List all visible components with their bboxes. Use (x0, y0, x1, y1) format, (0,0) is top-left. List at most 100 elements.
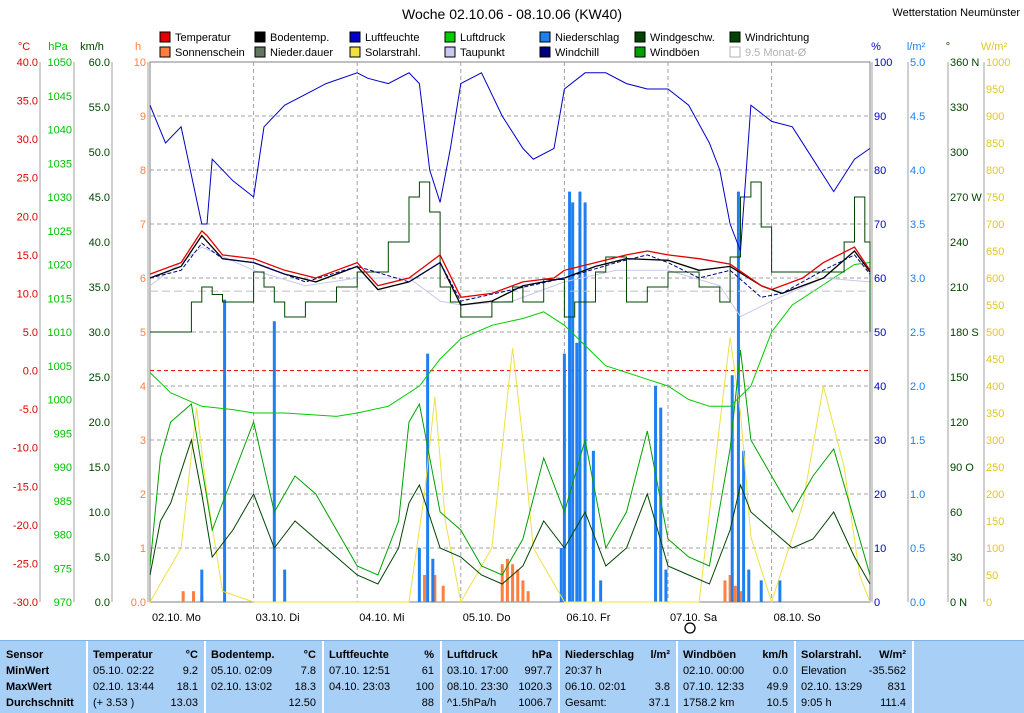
chart-title: Woche 02.10.06 - 08.10.06 (KW40) (402, 6, 622, 22)
axis-unit-wind: km/h (80, 41, 104, 53)
axis-tick-hours-0: 0.0 (131, 597, 146, 609)
axis-tick-rain-2: 1.0 (910, 489, 925, 501)
series-windgeschw- (149, 438, 871, 585)
bar-rain-19 (730, 375, 734, 602)
axis-tick-temp-4: -10.0 (13, 443, 38, 455)
chart-axes: °C-30.0-25.0-20.0-15.0-10.0-5.00.05.010.… (13, 41, 1011, 609)
legend-label-11: Windchill (555, 47, 599, 59)
axis-tick-temp-14: 40.0 (17, 57, 38, 69)
axis-tick-rain-0: 0.0 (910, 597, 925, 609)
legend-swatch-1 (254, 31, 266, 43)
stats-ground-header: Bodentemp. (211, 649, 275, 661)
bar-rain-9 (568, 191, 572, 602)
axis-tick-solar-16: 800 (986, 165, 1004, 177)
axis-tick-hours-3: 3 (140, 435, 146, 447)
legend-label-5: Windgeschw. (650, 32, 715, 44)
bar-rain-23 (759, 580, 763, 602)
bar-rain-13 (583, 202, 587, 602)
axis-tick-solar-17: 850 (986, 138, 1004, 150)
bar-rain-8 (562, 353, 566, 602)
axis-tick-pressure-0: 970 (54, 597, 72, 609)
axis-tick-solar-1: 50 (986, 570, 998, 582)
stats-pressure-column: Luftdruck hPa 03.10. 17:00 997.7 08.10. 23… (442, 641, 560, 713)
axis-tick-direction-1: 30 (950, 552, 962, 564)
axis-tick-rain-5: 2.5 (910, 327, 925, 339)
stats-rain-column: Niederschlag l/m² 20:37 h 06.10. 02:01 3.8… (560, 641, 678, 713)
bar-sun-0 (181, 591, 185, 602)
axis-tick-wind-6: 30.0 (89, 327, 110, 339)
axis-tick-pressure-6: 1000 (48, 395, 72, 407)
axis-tick-wind-1: 5.0 (95, 552, 110, 564)
legend-label-13: 9.5 Monat-Ø (745, 47, 807, 59)
axis-tick-hours-8: 8 (140, 165, 146, 177)
stats-solar-header: Solarstrahl. (801, 649, 862, 661)
axis-tick-temp-10: 20.0 (17, 211, 38, 223)
stats-gust-avg-value: 10.5 (766, 697, 788, 709)
x-tick-label-1: 03.10. Di (256, 612, 300, 624)
axis-tick-temp-7: 5.0 (23, 327, 38, 339)
legend-label-6: Windrichtung (745, 32, 809, 44)
axis-tick-wind-7: 35.0 (89, 282, 110, 294)
bar-rain-10 (571, 202, 575, 602)
axis-tick-wind-9: 45.0 (89, 192, 110, 204)
axis-tick-direction-5: 150 (950, 372, 968, 384)
bar-rain-1 (223, 299, 227, 602)
axis-tick-direction-6: 180 S (950, 327, 979, 339)
axis-tick-solar-13: 650 (986, 246, 1004, 258)
axis-tick-hours-6: 6 (140, 273, 146, 285)
axis-tick-rain-8: 4.0 (910, 165, 925, 177)
axis-tick-pressure-8: 1010 (48, 327, 72, 339)
bar-sun-15 (739, 591, 743, 602)
stats-ground-max-time: 02.10. 13:02 (211, 681, 273, 693)
axis-tick-solar-9: 450 (986, 354, 1004, 366)
series-windrichtung (150, 181, 871, 333)
axis-tick-wind-2: 10.0 (89, 507, 110, 519)
axis-tick-direction-0: 0 N (950, 597, 967, 609)
stats-gust-max-time: 07.10. 12:33 (683, 681, 745, 693)
axis-tick-pressure-11: 1025 (48, 226, 72, 238)
stats-pressure-avg-note: ^1.5hPa/h (447, 697, 497, 709)
x-tick-label-3: 05.10. Do (463, 612, 511, 624)
bar-rain-14 (591, 450, 595, 602)
stats-solar-duration: 9:05 h (801, 697, 832, 709)
legend-label-12: Windböen (650, 47, 700, 59)
axis-tick-hours-5: 5 (140, 327, 146, 339)
stats-sensor-header: Sensor (6, 649, 44, 661)
chart-grid (149, 61, 871, 603)
axis-tick-solar-15: 750 (986, 192, 1004, 204)
stats-solar-max-time: 02.10. 13:29 (801, 681, 863, 693)
x-tick-label-5: 07.10. Sa (670, 612, 718, 624)
stats-temp-max-value: 18.1 (176, 681, 198, 693)
stats-rain-total-value: 37.1 (648, 697, 670, 709)
axis-tick-solar-10: 500 (986, 327, 1004, 339)
legend-swatch-8 (254, 46, 266, 58)
axis-tick-solar-8: 400 (986, 381, 1004, 393)
bar-sun-4 (433, 575, 437, 602)
axis-tick-pressure-5: 995 (54, 428, 72, 440)
axis-tick-humidity-8: 80 (874, 165, 886, 177)
legend-swatch-0 (159, 31, 171, 43)
axis-tick-wind-8: 40.0 (89, 237, 110, 249)
axis-tick-solar-5: 250 (986, 462, 1004, 474)
legend-swatch-10 (444, 46, 456, 58)
bar-rain-15 (599, 580, 603, 602)
axis-tick-humidity-9: 90 (874, 111, 886, 123)
stats-solar-elevation-value: -35.562 (868, 665, 906, 677)
x-tick-label-2: 04.10. Mi (359, 612, 404, 624)
bar-rain-5 (426, 353, 430, 602)
stats-rain-duration: 20:37 h (565, 665, 602, 677)
x-tick-label-4: 06.10. Fr (566, 612, 610, 624)
bar-sun-9 (516, 569, 520, 602)
axis-tick-rain-7: 3.5 (910, 219, 925, 231)
series-solarstrahl- (149, 337, 871, 604)
stats-solar-avg-value: 111.4 (880, 697, 906, 709)
bar-rain-18 (664, 569, 668, 602)
bar-sun-5 (441, 585, 445, 602)
axis-tick-pressure-10: 1020 (48, 260, 72, 272)
legend-swatch-12 (634, 46, 646, 58)
stats-humid-header: Luftfeuchte (329, 649, 389, 661)
stats-humid-unit: % (424, 649, 434, 661)
plot-area (149, 72, 871, 604)
x-tick-label-6: 08.10. So (774, 612, 821, 624)
legend-swatch-9 (349, 46, 361, 58)
